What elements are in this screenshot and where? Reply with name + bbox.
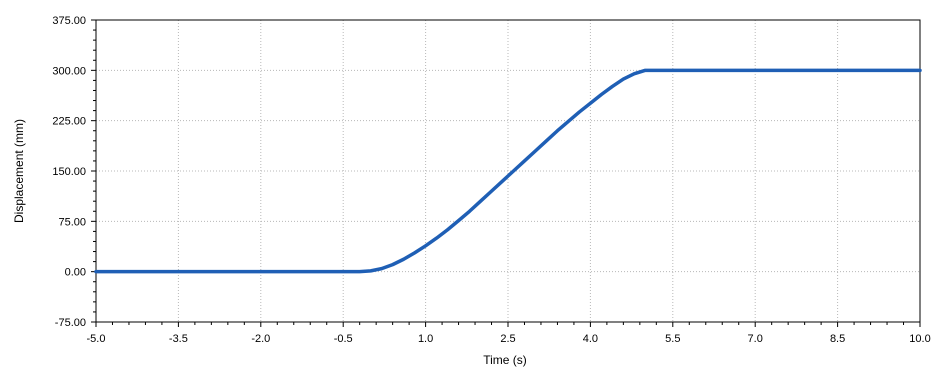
x-tick-label: -5.0 (87, 333, 106, 345)
series-line (94, 68, 922, 274)
y-tick-label: 375.00 (52, 15, 86, 27)
grid-lines (96, 20, 920, 322)
y-tick-label: 75.00 (58, 216, 86, 228)
x-tick-label: 8.5 (830, 333, 845, 345)
y-tick-label: -75.00 (55, 317, 86, 329)
axis-ticks (91, 19, 921, 327)
y-axis-title: Displacement (mm) (12, 119, 26, 223)
x-tick-label: 4.0 (583, 333, 598, 345)
y-tick-labels: 375.00 300.00 225.00 150.00 75.00 0.00 -75.00 (52, 15, 86, 329)
x-tick-label: 1.0 (418, 333, 433, 345)
x-tick-label: 5.5 (665, 333, 680, 345)
y-tick-label: 150.00 (52, 166, 86, 178)
x-tick-label: -2.0 (251, 333, 270, 345)
x-tick-label: 2.5 (500, 333, 515, 345)
y-tick-label: 0.00 (65, 267, 86, 279)
x-tick-label: 7.0 (748, 333, 763, 345)
x-tick-label: -0.5 (334, 333, 353, 345)
x-axis-title: Time (s) (483, 353, 527, 367)
x-tick-label: -3.5 (169, 333, 188, 345)
y-tick-label: 300.00 (52, 65, 86, 77)
y-tick-label: 225.00 (52, 116, 86, 128)
x-tick-label: 10.0 (909, 333, 930, 345)
x-tick-labels: -5.0 -3.5 -2.0 -0.5 1.0 2.5 4.0 5.5 7.0 8.5 10.0 (87, 333, 931, 345)
